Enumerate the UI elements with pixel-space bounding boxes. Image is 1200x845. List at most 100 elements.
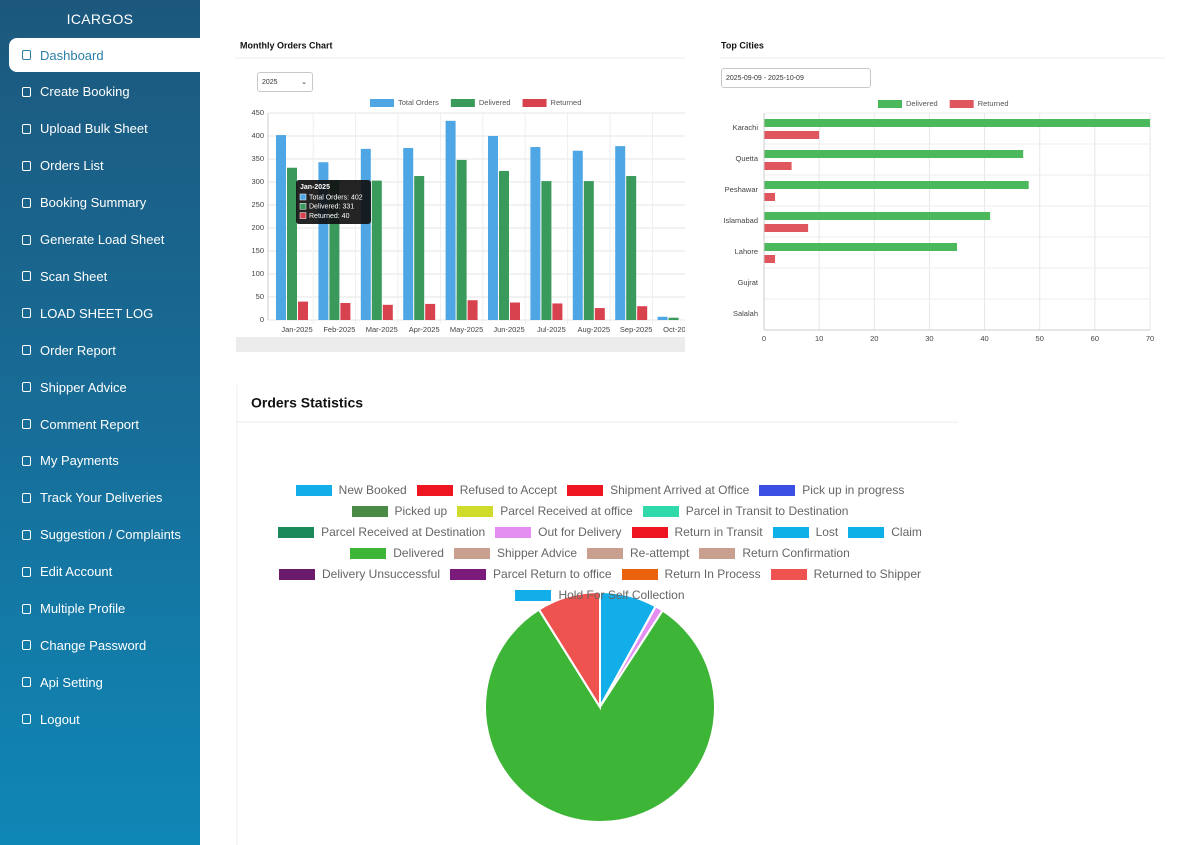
pie-legend: New Booked Refused to Accept Shipment Arri… <box>265 482 935 603</box>
legend-item: Shipment Arrived at Office <box>567 482 749 498</box>
nav-item[interactable]: Booking Summary <box>9 186 200 220</box>
nav-item[interactable]: Track Your Deliveries <box>9 481 200 515</box>
legend-label: Returned <box>978 99 1009 108</box>
bar <box>668 317 679 320</box>
legend-item: Parcel Return to office <box>450 566 612 582</box>
nav-icon <box>22 640 31 651</box>
nav-label: My Payments <box>40 453 119 469</box>
bar <box>425 303 436 320</box>
nav-item[interactable]: Dashboard <box>9 38 200 72</box>
bar <box>572 150 583 320</box>
year-select[interactable]: 2025 ⌄ <box>257 72 313 92</box>
x-tick-label: Oct-2025 <box>663 325 694 334</box>
nav-item[interactable]: Create Booking <box>9 75 200 109</box>
legend-label: Total Orders <box>398 98 439 107</box>
nav-item[interactable]: Logout <box>9 702 200 736</box>
chart-title: Monthly Orders Chart <box>240 40 333 50</box>
nav-item[interactable]: My Payments <box>9 444 200 478</box>
bar <box>615 146 626 320</box>
tooltip: Jan-2025 Total Orders: 402 Delivered: 331 R… <box>296 180 371 224</box>
nav-item[interactable]: LOAD SHEET LOG <box>9 296 200 330</box>
y-tick-label: 0 <box>260 315 264 324</box>
legend-item: Return Confirmation <box>699 545 850 561</box>
x-tick-label: Mar-2025 <box>366 325 398 334</box>
bar <box>340 302 351 320</box>
tooltip-swatch <box>299 212 307 219</box>
legend-item: Claim <box>848 524 922 540</box>
nav-item[interactable]: Order Report <box>9 333 200 367</box>
legend-swatch <box>450 568 487 580</box>
legend-item: Refused to Accept <box>416 482 557 498</box>
tooltip-swatch <box>299 193 307 201</box>
nav-item[interactable]: Scan Sheet <box>9 259 200 293</box>
date-range[interactable]: 2025-09-09 - 2025-10-09 <box>721 68 871 88</box>
nav-item[interactable]: Upload Bulk Sheet <box>9 112 200 146</box>
nav-icon <box>22 308 31 319</box>
y-tick-label: 150 <box>251 246 264 255</box>
legend-swatch <box>848 526 885 538</box>
legend-swatch <box>457 505 494 517</box>
bar <box>382 304 393 320</box>
bar <box>764 224 809 232</box>
nav-icon <box>22 382 31 393</box>
bar <box>360 148 371 320</box>
legend-label: Hold For Self Collection <box>558 588 685 602</box>
y-tick-label: Peshawar <box>725 185 759 194</box>
nav-label: Orders List <box>40 158 104 174</box>
x-tick-label: Jan-2025 <box>281 325 312 334</box>
x-tick-label: 30 <box>925 334 933 343</box>
legend-swatch <box>642 505 679 517</box>
legend-item: Return In Process <box>621 566 761 582</box>
x-tick-label: 40 <box>980 334 988 343</box>
nav-item[interactable]: Multiple Profile <box>9 592 200 626</box>
legend-swatch <box>759 484 796 496</box>
legend-swatch <box>278 526 315 538</box>
nav-icon <box>22 419 31 429</box>
x-tick-label: Feb-2025 <box>323 325 355 334</box>
tooltip-swatch <box>299 203 307 210</box>
bar <box>764 131 820 139</box>
chart-footer <box>236 337 685 352</box>
legend-item: Shipper Advice <box>453 545 577 561</box>
x-tick-label: 60 <box>1091 334 1099 343</box>
nav-item[interactable]: Generate Load Sheet <box>9 223 200 257</box>
nav-item[interactable]: Suggestion / Complaints <box>9 518 200 552</box>
nav-item[interactable]: Api Setting <box>9 665 200 699</box>
legend-item: Parcel Received at office <box>457 503 633 519</box>
y-tick-label: 350 <box>251 154 264 163</box>
nav-icon <box>22 677 31 688</box>
legend-swatch <box>699 547 736 559</box>
legend-swatch <box>621 568 658 580</box>
y-tick-label: Quetta <box>735 154 758 163</box>
y-tick-label: 50 <box>256 292 264 301</box>
nav-icon <box>22 492 31 503</box>
x-tick-label: 70 <box>1146 334 1154 343</box>
y-tick-label: Karachi <box>733 123 759 132</box>
nav-label: Dashboard <box>40 47 104 63</box>
nav-icon <box>22 86 31 97</box>
nav-item[interactable]: Orders List <box>9 149 200 183</box>
y-tick-label: 100 <box>251 269 264 278</box>
nav-icon <box>22 271 31 282</box>
bar <box>456 159 467 320</box>
legend-label: Claim <box>891 525 922 539</box>
nav-item[interactable]: Shipper Advice <box>9 370 200 404</box>
legend-swatch <box>770 568 807 580</box>
bar <box>764 193 776 201</box>
legend-swatch <box>631 526 668 538</box>
legend-item: Return in Transit <box>631 524 763 540</box>
bar <box>583 181 594 320</box>
x-tick-label: Jun-2025 <box>493 325 524 334</box>
y-tick-label: Islamabad <box>723 216 758 225</box>
legend-label: New Booked <box>338 483 407 497</box>
legend-item: Lost <box>772 524 838 540</box>
bar <box>552 303 563 320</box>
x-tick-label: 10 <box>815 334 823 343</box>
nav-item[interactable]: Change Password <box>9 628 200 662</box>
legend-swatch <box>450 99 475 107</box>
bar <box>764 150 1024 158</box>
nav-label: Edit Account <box>40 564 113 580</box>
nav-item[interactable]: Comment Report <box>9 407 200 441</box>
nav-item[interactable]: Edit Account <box>9 555 200 589</box>
